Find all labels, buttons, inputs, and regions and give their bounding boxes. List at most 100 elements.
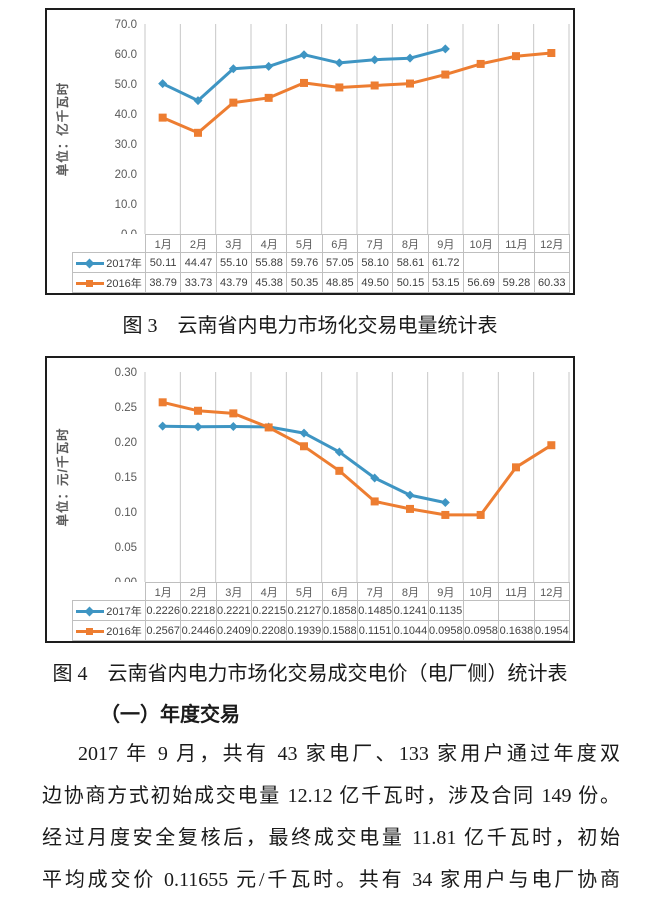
legend-label: 2016年 <box>106 277 142 290</box>
marker-diamond <box>264 61 274 71</box>
marker-diamond <box>405 490 415 500</box>
y-tick-label: 0.00 <box>115 577 137 582</box>
value-cell <box>498 252 535 273</box>
legend-cell-2017年: 2017年 <box>72 252 146 273</box>
marker-square <box>512 52 520 61</box>
figure4-chart: 0.00 0.05 0.10 0.15 0.20 0.25 0.30 单位：元/千瓦时 1月2月… <box>45 356 575 643</box>
value-cell: 50.11 <box>144 252 182 273</box>
y-tick-label: 30.0 <box>115 139 137 151</box>
section-heading: （一）年度交易 <box>100 704 240 726</box>
value-cell: 58.10 <box>356 252 394 273</box>
legend-key-icon <box>76 278 105 289</box>
month-header-cell: 11月 <box>498 234 535 253</box>
paragraph-line: 2017 年 9 月，共有 43 家电厂、133 家用户通过年度双 <box>78 743 620 765</box>
value-cell: 60.33 <box>533 272 570 293</box>
y-tick-label: 0.05 <box>115 542 137 554</box>
value-cell: 38.79 <box>144 272 182 293</box>
value-cell: 59.76 <box>286 252 323 273</box>
value-cell: 0.0958 <box>462 620 500 641</box>
value-cell: 45.38 <box>250 272 288 293</box>
value-cell: 0.2221 <box>215 600 252 621</box>
month-header-cell: 11月 <box>498 582 535 601</box>
month-header-cell: 5月 <box>286 234 323 253</box>
month-header-cell: 12月 <box>533 234 570 253</box>
value-cell: 0.1135 <box>427 600 464 621</box>
marker-square <box>547 49 556 58</box>
marker-diamond <box>440 498 450 508</box>
marker-square <box>158 398 167 407</box>
value-cell: 50.15 <box>392 272 429 293</box>
value-cell: 0.2127 <box>286 600 323 621</box>
value-cell: 0.1638 <box>498 620 535 641</box>
marker-square <box>406 504 414 513</box>
y-tick-label: 0.20 <box>115 437 137 449</box>
figure3-chart: 0.0 10.0 20.0 30.0 40.0 50.0 60.0 70.0 单位：亿千瓦时 1月… <box>45 8 575 295</box>
y-tick-label: 0.30 <box>115 367 137 379</box>
month-header-cell: 2月 <box>180 582 217 601</box>
legend-cell-2016年: 2016年 <box>72 620 146 641</box>
marker-diamond <box>299 50 309 60</box>
marker-square <box>476 510 485 519</box>
value-cell: 44.47 <box>180 252 217 273</box>
legend-key-icon <box>76 626 105 637</box>
series-line-2016年 <box>162 51 552 135</box>
figure4-data-table: 1月 2月 3月 4月 5月 6月 7月 8月 9月 10月 11月 12月 2017年 0.2226 0.… <box>72 582 570 641</box>
month-header-cell: 4月 <box>250 234 288 253</box>
month-header-cell: 3月 <box>215 582 252 601</box>
marker-square <box>264 423 273 432</box>
marker-diamond <box>228 422 238 432</box>
value-cell: 0.1044 <box>392 620 429 641</box>
y-tick-label: 60.0 <box>115 49 137 61</box>
value-cell: 0.2208 <box>250 620 288 641</box>
marker-square <box>335 83 344 92</box>
legend-key-icon <box>76 258 105 269</box>
marker-diamond <box>334 447 344 457</box>
paragraph-line: 边协商方式初始成交电量 12.12 亿千瓦时，涉及合同 149 份。 <box>42 785 620 807</box>
value-cell: 0.1939 <box>286 620 323 641</box>
month-header-cell: 9月 <box>427 234 464 253</box>
y-tick-label: 0.15 <box>115 472 137 484</box>
value-cell: 43.79 <box>215 272 252 293</box>
value-cell: 55.88 <box>250 252 288 273</box>
marker-square <box>229 98 238 107</box>
series-line-2016年 <box>162 400 553 517</box>
legend-label: 2016年 <box>106 625 142 638</box>
value-cell: 0.2409 <box>215 620 252 641</box>
value-cell <box>462 252 500 273</box>
marker-diamond <box>370 473 380 483</box>
table-corner-cell <box>73 235 146 253</box>
value-cell: 59.28 <box>498 272 535 293</box>
figure4-caption: 图 4 云南省内电力市场化交易成交电价（电厂侧）统计表 <box>52 663 568 685</box>
legend-cell-2016年: 2016年 <box>72 272 146 293</box>
y-tick-label: 70.0 <box>115 19 137 31</box>
month-header-cell: 10月 <box>462 582 500 601</box>
marker-square <box>300 78 308 87</box>
marker-diamond <box>299 428 309 438</box>
value-cell: 61.72 <box>427 252 464 273</box>
figure4-plot: 0.00 0.05 0.10 0.15 0.20 0.25 0.30 单位：元/千瓦时 <box>55 367 570 582</box>
table-corner-cell <box>73 583 146 601</box>
month-header-cell: 7月 <box>356 582 394 601</box>
paragraph-line: 经过月度安全复核后，最终成交电量 11.81 亿千瓦时，初始 <box>42 827 620 849</box>
month-header-cell: 2月 <box>180 234 217 253</box>
month-header-cell: 5月 <box>286 582 323 601</box>
marker-square <box>476 59 485 68</box>
y-axis-unit-label: 单位：元/千瓦时 <box>55 428 70 527</box>
value-cell <box>498 600 535 621</box>
month-header-cell: 7月 <box>356 234 394 253</box>
marker-diamond <box>193 422 203 432</box>
month-header-cell: 3月 <box>215 234 252 253</box>
value-cell: 0.1485 <box>356 600 394 621</box>
y-axis-unit-label: 单位：亿千瓦时 <box>55 82 70 177</box>
marker-square <box>370 497 379 506</box>
marker-square <box>264 93 273 102</box>
month-header-cell: 6月 <box>321 582 358 601</box>
value-cell <box>462 600 500 621</box>
value-cell: 0.1241 <box>392 600 429 621</box>
month-header-cell: 6月 <box>321 234 358 253</box>
month-header-cell: 12月 <box>533 582 570 601</box>
value-cell: 0.1151 <box>356 620 394 641</box>
marker-diamond <box>405 53 415 63</box>
marker-diamond <box>370 55 380 65</box>
marker-square <box>441 70 450 79</box>
